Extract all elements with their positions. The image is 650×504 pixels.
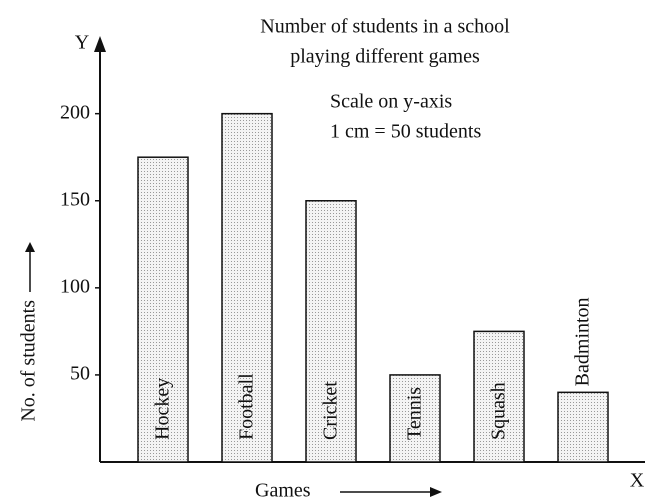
axis-letter: Y (75, 32, 89, 54)
bar-label-group: Tennis (404, 387, 426, 440)
x-tick-label: Hockey (152, 378, 174, 440)
y-axis-label: No. of students (18, 300, 40, 422)
bar (305, 200, 357, 463)
bar (557, 391, 609, 463)
x-tick-label: Badminton (572, 297, 594, 386)
bar-label-group: Football (236, 373, 258, 440)
arrow-head (25, 242, 35, 252)
bar-label-group: Badminton (572, 297, 594, 386)
bar (389, 374, 441, 463)
bar (221, 112, 273, 463)
x-tick-label: Cricket (320, 381, 342, 440)
chart-title: playing different games (290, 46, 480, 68)
bar (473, 330, 525, 463)
x-tick-label: Football (236, 373, 258, 440)
y-tick-label: 200 (60, 101, 90, 123)
annotation: 1 cm = 50 students (330, 121, 481, 143)
x-tick-label: Squash (488, 382, 510, 440)
x-axis-label: Games (255, 480, 311, 502)
bar-label-group: Hockey (152, 378, 174, 440)
y-tick-label: 100 (60, 275, 90, 297)
y-tick-label: 50 (70, 363, 90, 385)
arrow-head (430, 487, 442, 497)
annotation: Scale on y-axis (330, 91, 452, 113)
arrow-head (94, 36, 106, 52)
bar (137, 156, 189, 463)
chart-title: Number of students in a school (260, 16, 510, 38)
x-tick-label: Tennis (404, 387, 426, 440)
axis-letter: X (630, 470, 645, 492)
bar-label-group: Cricket (320, 381, 342, 440)
bar-label-group: Squash (488, 382, 510, 440)
y-tick-label: 150 (60, 188, 90, 210)
